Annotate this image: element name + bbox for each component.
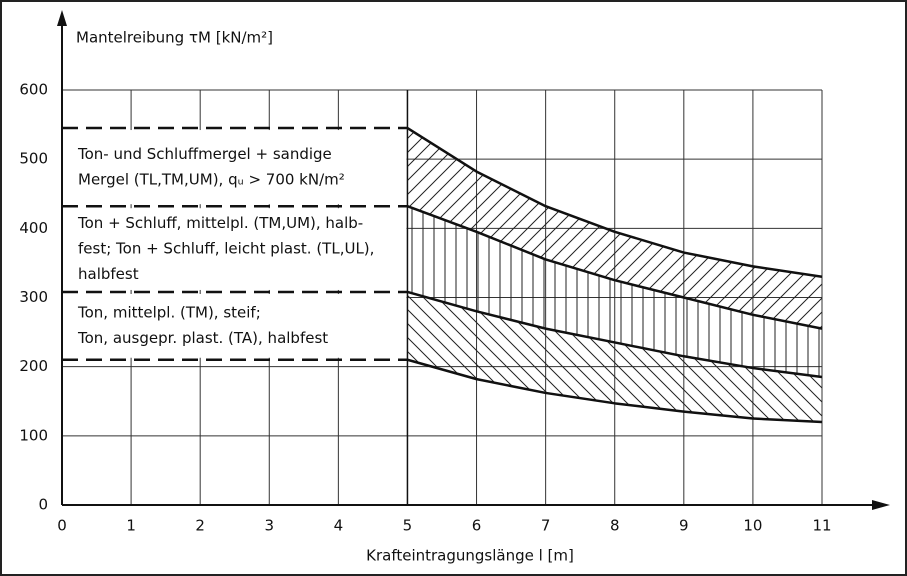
x-tick-label: 6 (472, 517, 482, 535)
label-background (63, 130, 407, 205)
label-background (63, 208, 407, 290)
boundary-curve (406, 126, 823, 278)
x-tick-label: 10 (743, 517, 762, 535)
x-tick-label: 4 (334, 517, 344, 535)
x-axis-label: Krafteintragungslänge l [m] (366, 547, 574, 565)
x-tick-label: 11 (812, 517, 831, 535)
x-tick-label: 2 (195, 517, 205, 535)
band-label: fest; Ton + Schluff, leicht plast. (TL,U… (78, 240, 374, 258)
x-tick-label: 8 (610, 517, 620, 535)
x-tick-label: 1 (126, 517, 136, 535)
y-tick-label: 300 (19, 288, 48, 306)
y-tick-label: 500 (19, 150, 48, 168)
y-tick-label: 100 (19, 426, 48, 444)
boundary-curve (407, 290, 823, 379)
band-label: Ton- und Schluffmergel + sandige (77, 145, 332, 163)
boundary-curve (407, 358, 823, 424)
band-label: Ton + Schluff, mittelpl. (TM,UM), halb- (77, 214, 363, 232)
y-tick-label: 600 (19, 81, 48, 99)
y-tick-label: 400 (19, 219, 48, 237)
y-tick-label: 0 (38, 496, 48, 514)
x-tick-label: 7 (541, 517, 551, 535)
band-label: Ton, ausgepr. plast. (TA), halbfest (77, 329, 328, 347)
x-tick-label: 9 (679, 517, 689, 535)
hatch-band (407, 291, 822, 422)
x-tick-label: 3 (264, 517, 274, 535)
hatch-band (407, 206, 822, 378)
y-axis-arrow (57, 10, 67, 26)
x-tick-label: 0 (57, 517, 67, 535)
label-background (63, 293, 407, 358)
hatch-band (407, 128, 822, 329)
y-axis-label: Mantelreibung τM [kN/m²] (76, 29, 273, 47)
boundary-curve (407, 205, 823, 330)
x-tick-label: 5 (403, 517, 413, 535)
band-label: Mergel (TL,TM,UM), qᵤ > 700 kN/m² (78, 170, 345, 188)
y-tick-label: 200 (19, 357, 48, 375)
x-axis-arrow (872, 500, 890, 510)
band-label: Ton, mittelpl. (TM), steif; (77, 304, 261, 322)
band-label: halbfest (78, 265, 139, 283)
